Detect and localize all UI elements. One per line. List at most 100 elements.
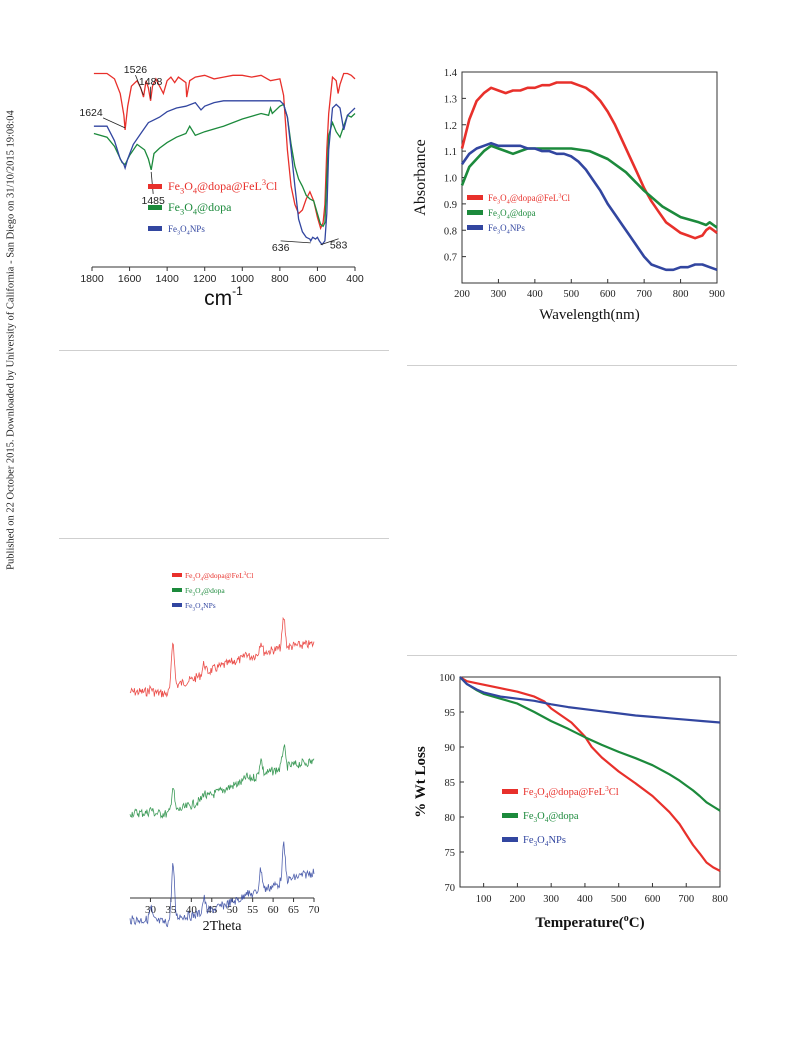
- uvvis-x-tick-label: 600: [600, 289, 616, 300]
- xrd-chart: 30 35 40 45 50 55 60 65 70 2Theta Fe3​O4​@dopa@FeL…: [129, 571, 321, 934]
- uvvis-y-tick-label: 1.3: [444, 94, 457, 105]
- xrd-x-tick-label: 50: [227, 904, 239, 916]
- tga-series-line-1: [459, 676, 721, 812]
- xrd-x-tick-label: 65: [288, 904, 300, 916]
- ftir-series-line-2: [93, 100, 356, 246]
- ftir-x-tick-label: 1800: [80, 273, 104, 285]
- ftir-annotation-label: 1624: [79, 107, 103, 119]
- tga-x-tick-label: 100: [476, 894, 492, 905]
- ftir-x-tick-label: 600: [309, 273, 327, 285]
- xrd-legend-label: Fe3​O4​@dopa: [185, 586, 225, 597]
- uvvis-y-tick-label: 0.8: [444, 226, 457, 237]
- uvvis-x-tick-label: 700: [636, 289, 652, 300]
- uvvis-series-line-0: [460, 81, 718, 240]
- ftir-x-tick-label: 800: [271, 273, 289, 285]
- xrd-x-tick-label: 45: [206, 904, 218, 916]
- tga-x-axis-label: Temperature(oC): [535, 913, 644, 931]
- xrd-legend-swatch: [172, 603, 182, 607]
- tga-legend-swatch: [502, 837, 518, 842]
- ftir-annotation-arrow: [102, 117, 126, 129]
- uvvis-x-tick-label: 800: [673, 289, 689, 300]
- ftir-annotation-arrow: [150, 171, 154, 194]
- xrd-x-axis-label: 2Theta: [203, 919, 243, 934]
- ftir-annotation-label: 1485: [141, 195, 165, 207]
- tga-x-tick-label: 700: [678, 894, 694, 905]
- tga-series-line-2: [459, 676, 721, 724]
- uvvis-y-tick-label: 0.9: [444, 200, 457, 211]
- publication-note-text: Published on 22 October 2015. Downloaded…: [5, 110, 17, 570]
- xrd-x-tick-label: 60: [268, 904, 280, 916]
- divider-left-1: [59, 350, 389, 351]
- xrd-x-tick-label: 35: [165, 904, 177, 916]
- ftir-legend-swatch: [148, 226, 162, 231]
- ftir-annotation-arrow: [320, 238, 339, 246]
- tga-y-tick-label: 90: [445, 743, 456, 754]
- xrd-legend-label: Fe3​O4​NPs: [185, 601, 216, 612]
- ftir-x-tick-label: 1400: [155, 273, 179, 285]
- tga-y-tick-label: 95: [445, 708, 456, 719]
- uvvis-y-tick-label: 0.7: [444, 253, 457, 264]
- xrd-legend-label: Fe3​O4​@dopa@FeL3​Cl: [185, 571, 253, 582]
- xrd-x-tick-label: 40: [186, 904, 198, 916]
- tga-x-tick-label: 500: [611, 894, 627, 905]
- uvvis-y-tick-label: 1.1: [444, 147, 457, 158]
- ftir-annotation-arrow: [280, 240, 311, 244]
- tga-y-axis-label: % Wt Loss: [413, 746, 429, 818]
- ftir-legend-swatch: [148, 184, 162, 189]
- uvvis-legend-label: Fe3​O4​@dopa: [488, 208, 536, 221]
- xrd-x-tick-label: 30: [145, 904, 157, 916]
- ftir-chart: 1800 1600 1400 1200 1000 800 600 400 cm-1 1624 152…: [79, 64, 364, 310]
- uvvis-legend-label: Fe3​O4​@dopa@FeL3​Cl: [488, 192, 571, 205]
- tga-legend-swatch: [502, 789, 518, 794]
- xrd-series-line-0: [129, 616, 315, 698]
- divider-left-2: [59, 538, 389, 539]
- uvvis-y-tick-label: 1.4: [444, 68, 458, 79]
- tga-legend-label: Fe3​O4​@dopa@FeL3​Cl: [523, 784, 619, 800]
- xrd-x-tick-label: 70: [309, 904, 321, 916]
- uvvis-x-tick-label: 200: [454, 289, 470, 300]
- tga-legend-label: Fe3​O4​@dopa: [523, 811, 579, 824]
- ftir-legend-swatch: [148, 205, 162, 210]
- tga-series-line-0: [459, 676, 721, 872]
- ftir-x-tick-label: 1200: [193, 273, 217, 285]
- ftir-annotation-label: 1488: [139, 76, 163, 88]
- sidebar-publication-note: Published on 22 October 2015. Downloaded…: [0, 0, 22, 1039]
- uvvis-legend-swatch: [467, 195, 483, 200]
- uvvis-plot-frame: [461, 71, 718, 284]
- ftir-x-tick-label: 400: [346, 273, 364, 285]
- tga-legend-label: Fe3​O4​NPs: [523, 835, 566, 848]
- tga-x-tick-label: 400: [577, 894, 593, 905]
- xrd-series-line-2: [129, 841, 315, 928]
- tga-y-tick-label: 80: [445, 813, 456, 824]
- ftir-annotation-label: 1526: [124, 64, 148, 76]
- ftir-legend-label: Fe3​O4​@dopa@FeL3​Cl: [168, 178, 278, 195]
- ftir-legend-label: Fe3​O4​NPs: [168, 224, 205, 237]
- ftir-annotation-arrow: [135, 74, 144, 96]
- uvvis-chart: 200 300 400 500 600 700 800 900 0.7 0.8 0.9 1.0 1.1 1…: [412, 68, 725, 323]
- xrd-x-tick-label: 55: [247, 904, 259, 916]
- ftir-annotation-label: 636: [272, 242, 290, 254]
- uvvis-y-tick-label: 1.0: [444, 174, 457, 185]
- uvvis-x-axis-label: Wavelength(nm): [539, 307, 639, 323]
- ftir-annotation-label: 583: [330, 240, 348, 252]
- tga-x-tick-label: 800: [712, 894, 728, 905]
- tga-y-tick-label: 70: [445, 883, 456, 894]
- uvvis-series-line-1: [460, 144, 718, 229]
- uvvis-x-tick-label: 500: [563, 289, 579, 300]
- uvvis-legend-label: Fe3​O4​NPs: [488, 223, 525, 236]
- tga-y-tick-label: 85: [445, 778, 456, 789]
- tga-x-tick-label: 600: [645, 894, 661, 905]
- uvvis-x-tick-label: 400: [527, 289, 543, 300]
- tga-y-tick-label: 75: [445, 848, 456, 859]
- xrd-legend-swatch: [172, 588, 182, 592]
- tga-legend-swatch: [502, 813, 518, 818]
- ftir-legend-label: Fe3​O4​@dopa: [168, 200, 232, 217]
- uvvis-y-tick-label: 1.2: [444, 121, 457, 132]
- tga-x-tick-label: 300: [543, 894, 559, 905]
- ftir-x-tick-label: 1000: [231, 273, 255, 285]
- uvvis-x-tick-label: 300: [491, 289, 507, 300]
- ftir-x-axis-label: cm-1: [204, 284, 243, 310]
- ftir-x-tick-label: 1600: [118, 273, 142, 285]
- xrd-series-line-1: [129, 744, 315, 819]
- uvvis-legend-swatch: [467, 225, 483, 230]
